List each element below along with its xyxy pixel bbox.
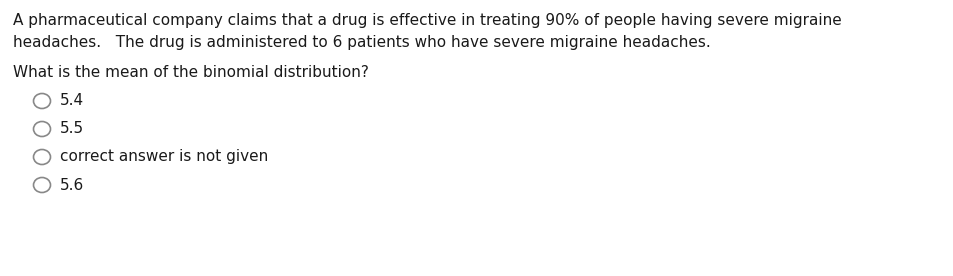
Text: A pharmaceutical company claims that a drug is effective in treating 90% of peop: A pharmaceutical company claims that a d…: [13, 13, 841, 28]
Text: correct answer is not given: correct answer is not given: [60, 150, 268, 164]
Text: headaches.   The drug is administered to 6 patients who have severe migraine hea: headaches. The drug is administered to 6…: [13, 35, 710, 50]
Text: What is the mean of the binomial distribution?: What is the mean of the binomial distrib…: [13, 65, 369, 80]
Text: 5.6: 5.6: [60, 177, 84, 192]
Text: 5.4: 5.4: [60, 94, 84, 108]
Text: 5.5: 5.5: [60, 121, 84, 137]
